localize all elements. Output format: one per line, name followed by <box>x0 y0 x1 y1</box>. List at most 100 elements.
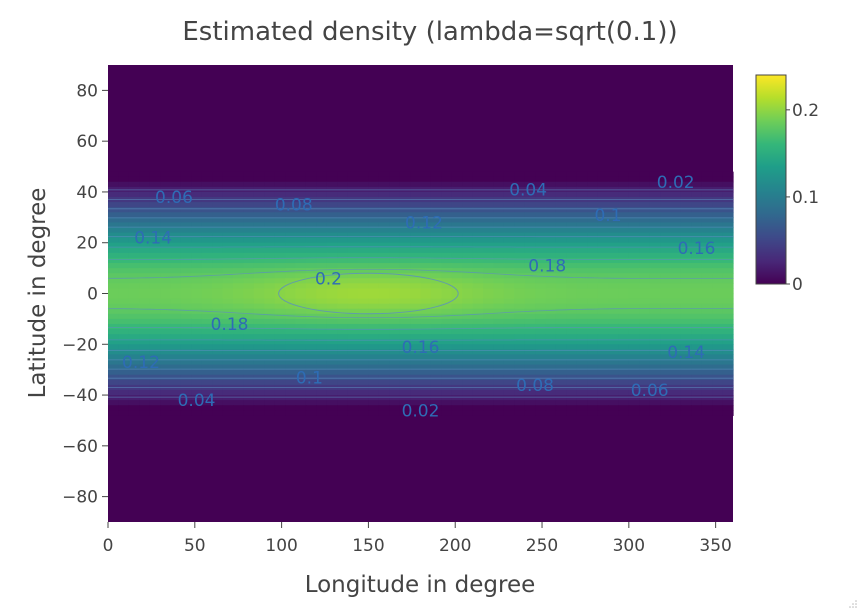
heatmap-cell <box>587 232 599 239</box>
heatmap-cell <box>347 268 359 274</box>
heatmap-cell <box>597 181 609 188</box>
heatmap-cell <box>295 323 307 330</box>
heatmap-cell <box>118 313 130 320</box>
heatmap-cell <box>555 354 567 361</box>
heatmap-cell <box>378 176 390 183</box>
heatmap-cell <box>212 217 224 224</box>
heatmap-cell <box>285 217 297 224</box>
heatmap-cell <box>545 171 557 178</box>
heatmap-cell <box>233 344 245 350</box>
heatmap-cell <box>170 395 182 401</box>
heatmap-cell <box>462 176 474 183</box>
heatmap-cell <box>472 263 484 269</box>
heatmap-cell <box>451 308 463 315</box>
heatmap-cell <box>410 283 422 290</box>
heatmap-cell <box>170 349 182 356</box>
heatmap-cell <box>660 349 672 356</box>
heatmap-cell <box>264 374 276 381</box>
heatmap-cell <box>358 298 370 305</box>
heatmap-cell <box>253 339 265 345</box>
heatmap-cell <box>212 222 224 229</box>
heatmap-cell <box>576 222 588 229</box>
heatmap-cell <box>337 400 349 406</box>
heatmap-cell <box>264 232 276 239</box>
heatmap-cell <box>118 288 130 295</box>
heatmap-cell <box>576 207 588 213</box>
heatmap-cell <box>337 237 349 244</box>
heatmap-cell <box>712 202 724 208</box>
heatmap-cell <box>212 207 224 213</box>
heatmap-cell <box>368 191 380 198</box>
heatmap-cell <box>253 171 265 178</box>
heatmap-cell <box>472 400 484 406</box>
heatmap-cell <box>722 313 734 320</box>
heatmap-cell <box>680 405 692 411</box>
heatmap-cell <box>670 227 682 234</box>
heatmap-cell <box>483 176 495 183</box>
heatmap-cell <box>201 359 213 366</box>
heatmap-cell <box>233 217 245 224</box>
heatmap-cell <box>285 288 297 295</box>
heatmap-cell <box>316 278 328 284</box>
heatmap-cell <box>597 323 609 330</box>
heatmap-cell <box>410 207 422 213</box>
heatmap-cell <box>389 207 401 213</box>
heatmap-cell <box>566 222 578 229</box>
heatmap-cell <box>524 354 536 361</box>
heatmap-cell <box>368 323 380 330</box>
heatmap-cell <box>503 410 515 416</box>
heatmap-cell <box>462 395 474 401</box>
heatmap-cell <box>358 323 370 330</box>
heatmap-cell <box>608 217 620 224</box>
heatmap-cell <box>587 379 599 386</box>
heatmap-cell <box>337 349 349 356</box>
heatmap-cell <box>639 217 651 224</box>
heatmap-cell <box>378 334 390 340</box>
heatmap-cell <box>639 283 651 290</box>
heatmap-cell <box>128 374 140 381</box>
heatmap-cell <box>399 257 411 264</box>
heatmap-cell <box>680 232 692 239</box>
heatmap-cell <box>680 222 692 229</box>
heatmap-cell <box>441 207 453 213</box>
contour-label: 0.1 <box>296 368 323 388</box>
heatmap-cell <box>326 217 338 224</box>
heatmap-cell <box>451 323 463 330</box>
heatmap-cell <box>535 212 547 218</box>
heatmap-cell <box>264 242 276 249</box>
resize-grip-icon[interactable] <box>848 599 858 609</box>
heatmap-cell <box>712 354 724 361</box>
heatmap-cell <box>555 176 567 183</box>
heatmap-cell <box>285 232 297 239</box>
heatmap-cell <box>670 242 682 249</box>
heatmap-cell <box>410 359 422 366</box>
heatmap-cell <box>295 344 307 350</box>
heatmap-cell <box>430 171 442 178</box>
heatmap-cell <box>378 288 390 295</box>
heatmap-cell <box>660 364 672 371</box>
heatmap-cell <box>555 181 567 188</box>
heatmap-cell <box>493 329 505 335</box>
heatmap-cell <box>191 237 203 244</box>
heatmap-cell <box>524 268 536 274</box>
heatmap-cell <box>587 191 599 198</box>
heatmap-cell <box>399 293 411 300</box>
heatmap-cell <box>191 334 203 340</box>
heatmap-cell <box>722 202 734 208</box>
heatmap-cell <box>701 318 713 325</box>
heatmap-cell <box>472 273 484 279</box>
heatmap-cell <box>608 293 620 300</box>
heatmap-cell <box>243 410 255 416</box>
heatmap-cell <box>587 359 599 366</box>
heatmap-cell <box>108 242 120 249</box>
y-tick-label: 40 <box>76 183 98 203</box>
heatmap-cell <box>597 202 609 208</box>
heatmap-cell <box>201 217 213 224</box>
heatmap-cell <box>264 303 276 310</box>
heatmap-cell <box>170 191 182 198</box>
heatmap-cell <box>378 273 390 279</box>
heatmap-cell <box>191 263 203 269</box>
heatmap-cell <box>274 288 286 295</box>
heatmap-cell <box>212 171 224 178</box>
heatmap-cell <box>680 207 692 213</box>
